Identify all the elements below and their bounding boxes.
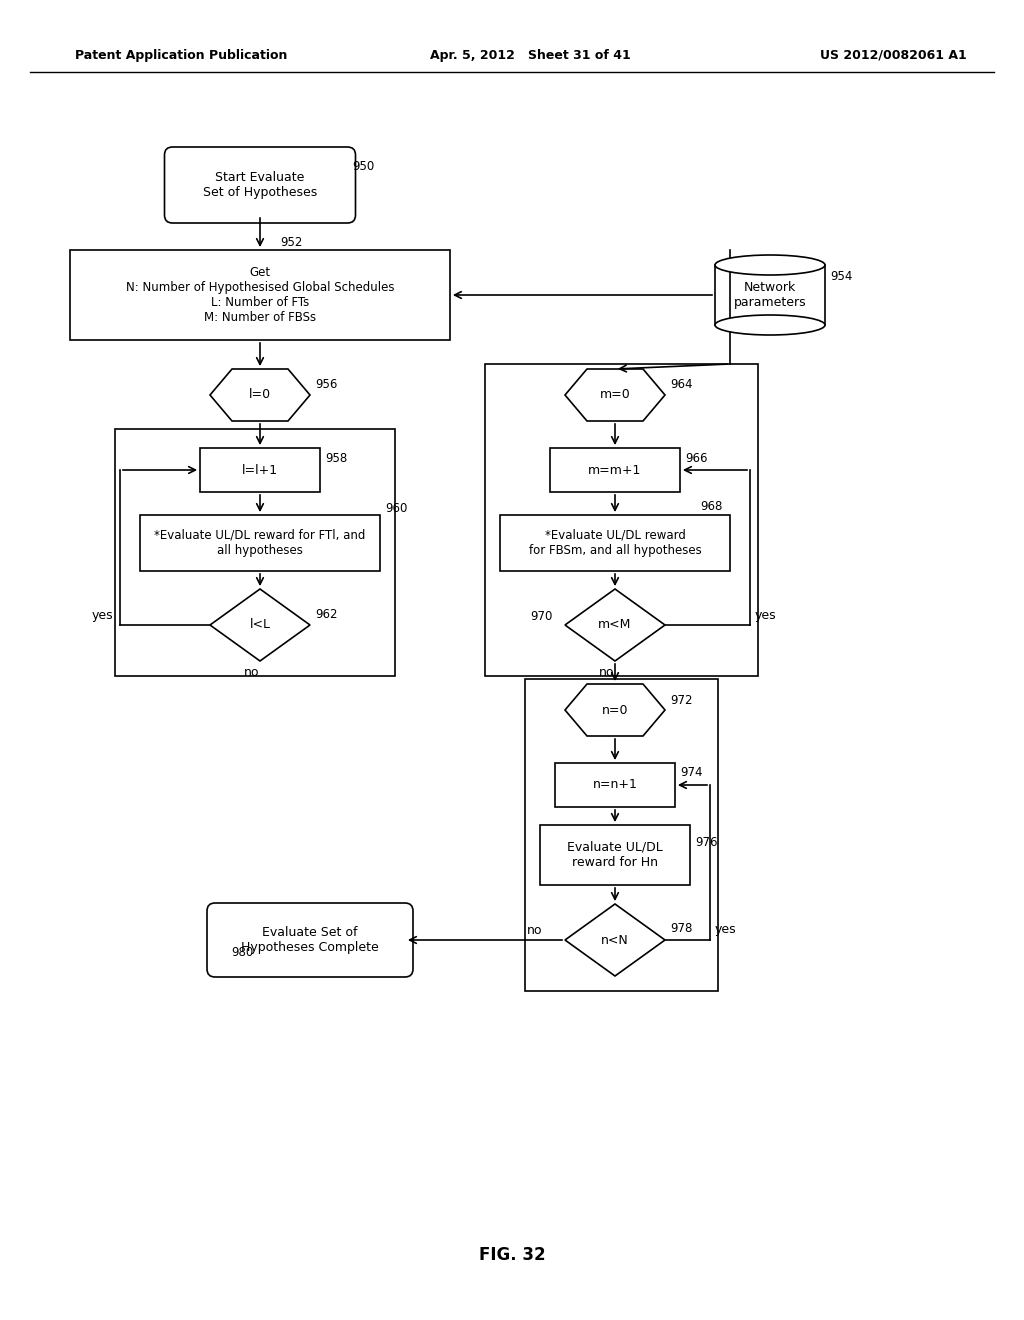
Text: n=n+1: n=n+1 <box>593 779 637 792</box>
Text: yes: yes <box>755 609 776 622</box>
Text: 976: 976 <box>695 837 718 850</box>
Bar <box>200 447 319 492</box>
Bar <box>70 249 450 341</box>
Ellipse shape <box>715 255 825 275</box>
Text: US 2012/0082061 A1: US 2012/0082061 A1 <box>820 49 967 62</box>
Text: 950: 950 <box>352 161 375 173</box>
Bar <box>550 447 680 492</box>
Text: l<L: l<L <box>250 619 270 631</box>
Text: Network
parameters: Network parameters <box>733 281 806 309</box>
Bar <box>715 265 825 325</box>
Text: *Evaluate UL/DL reward for FTl, and
all hypotheses: *Evaluate UL/DL reward for FTl, and all … <box>155 529 366 557</box>
Polygon shape <box>565 370 665 421</box>
Text: 964: 964 <box>670 379 692 392</box>
Text: n=0: n=0 <box>602 704 629 717</box>
FancyBboxPatch shape <box>207 903 413 977</box>
Bar <box>540 825 690 884</box>
Text: 978: 978 <box>670 921 692 935</box>
Text: m=m+1: m=m+1 <box>589 463 642 477</box>
Text: 962: 962 <box>315 609 338 622</box>
Polygon shape <box>565 684 665 737</box>
Text: 968: 968 <box>700 500 722 513</box>
Text: FIG. 32: FIG. 32 <box>478 1246 546 1265</box>
Text: 972: 972 <box>670 693 692 706</box>
Text: Get
N: Number of Hypothesised Global Schedules
L: Number of FTs
M: Number of FBS: Get N: Number of Hypothesised Global Sch… <box>126 267 394 323</box>
Text: no: no <box>245 667 260 680</box>
Text: yes: yes <box>715 924 736 936</box>
Text: yes: yes <box>92 609 114 622</box>
Text: 956: 956 <box>315 379 337 392</box>
Text: no: no <box>527 924 543 936</box>
Text: 970: 970 <box>530 610 552 623</box>
Text: l=0: l=0 <box>249 388 271 401</box>
Text: Evaluate Set of
Hypotheses Complete: Evaluate Set of Hypotheses Complete <box>241 927 379 954</box>
Text: 954: 954 <box>830 271 852 284</box>
Bar <box>555 763 675 807</box>
Bar <box>115 429 395 676</box>
Polygon shape <box>210 370 310 421</box>
Polygon shape <box>565 904 665 975</box>
Text: no: no <box>599 667 614 680</box>
Text: Evaluate UL/DL
reward for Hn: Evaluate UL/DL reward for Hn <box>567 841 663 869</box>
Text: l=l+1: l=l+1 <box>242 463 279 477</box>
Text: m<M: m<M <box>598 619 632 631</box>
Ellipse shape <box>715 315 825 335</box>
Bar <box>485 364 758 676</box>
Text: Start Evaluate
Set of Hypotheses: Start Evaluate Set of Hypotheses <box>203 172 317 199</box>
Text: 966: 966 <box>685 451 708 465</box>
Text: 980: 980 <box>231 945 253 958</box>
Text: Apr. 5, 2012   Sheet 31 of 41: Apr. 5, 2012 Sheet 31 of 41 <box>430 49 631 62</box>
Text: 952: 952 <box>280 235 302 248</box>
Bar <box>140 515 380 572</box>
Bar <box>525 678 718 991</box>
Text: 958: 958 <box>325 451 347 465</box>
Bar <box>500 515 730 572</box>
Text: m=0: m=0 <box>600 388 631 401</box>
Text: Patent Application Publication: Patent Application Publication <box>75 49 288 62</box>
Polygon shape <box>565 589 665 661</box>
Text: n<N: n<N <box>601 933 629 946</box>
Text: *Evaluate UL/DL reward
for FBSm, and all hypotheses: *Evaluate UL/DL reward for FBSm, and all… <box>528 529 701 557</box>
Text: 960: 960 <box>385 503 408 516</box>
FancyBboxPatch shape <box>165 147 355 223</box>
Polygon shape <box>210 589 310 661</box>
Text: 974: 974 <box>680 767 702 780</box>
